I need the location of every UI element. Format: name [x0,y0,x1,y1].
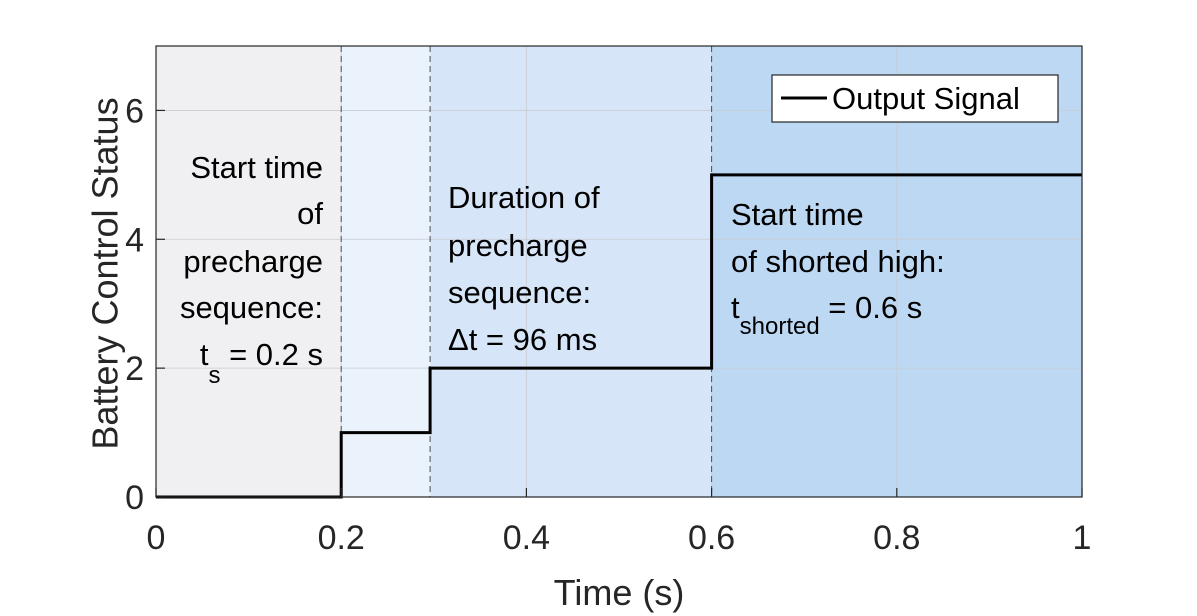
x-tick-label: 0.6 [688,519,735,557]
region-0 [156,46,342,497]
series-layer [156,173,1082,499]
annotation-line: Start time [190,150,323,185]
formula-symbol: t [731,290,740,325]
x-tick-label: 0.2 [318,519,365,557]
x-axis-label: Time (s) [554,572,685,613]
annotation-line: of [297,196,323,231]
y-tick-label: 2 [125,350,144,388]
annotation-line: precharge [448,228,588,263]
y-axis-label: Battery Control Status [85,97,126,449]
x-tick-label: 1 [1073,519,1092,557]
y-ticks: 0 2 4 6 [125,92,165,517]
plot-frame [155,45,1083,498]
formula-symbol: t [200,337,209,372]
formula-subscript: s [208,362,220,389]
legend-label-output-signal: Output Signal [832,81,1020,116]
formula-subscript: shorted [740,313,820,340]
annotation-duration-precharge: Duration of precharge sequence: Δt = 96 … [448,180,600,357]
annotation-line: of shorted high: [731,244,945,279]
region-1 [341,46,431,497]
annotation-start-shorted: Start time of shorted high: tshorted = 0… [731,197,945,340]
y-tick-label: 4 [125,221,144,259]
formula-rest: = 0.2 s [220,337,323,372]
x-tick-label: 0 [147,519,166,557]
annotation-start-precharge: Start time of precharge sequence: ts = 0… [180,150,323,389]
annotation-formula-tshorted: tshorted = 0.6 s [731,290,922,340]
region-2 [430,46,712,497]
annotation-line: sequence: [448,275,591,310]
x-ticks: 0 0.2 0.4 0.6 0.8 1 [147,488,1092,557]
x-tick-label: 0.8 [873,519,920,557]
annotation-line: Start time [731,197,864,232]
series-output-signal [156,173,1082,499]
x-tick-label: 0.4 [503,519,550,557]
y-tick-label: 0 [125,479,144,517]
annotation-formula-ts: ts = 0.2 s [200,337,323,389]
annotation-line: sequence: [180,290,323,325]
annotation-line: Duration of [448,180,600,215]
annotation-line: Δt = 96 ms [448,322,597,357]
y-tick-label: 6 [125,92,144,130]
legend: Output Signal [771,74,1059,123]
annotation-line: precharge [183,244,323,279]
formula-rest: = 0.6 s [820,290,923,325]
